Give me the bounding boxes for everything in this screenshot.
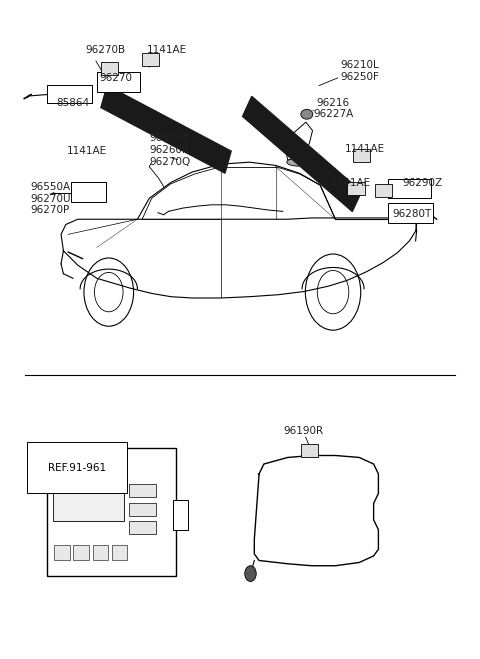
FancyBboxPatch shape xyxy=(53,459,124,521)
Text: REF.91-961: REF.91-961 xyxy=(48,463,106,473)
FancyBboxPatch shape xyxy=(129,503,156,516)
Circle shape xyxy=(245,565,256,581)
Text: 1141AE: 1141AE xyxy=(147,45,187,55)
Text: 96210L: 96210L xyxy=(340,60,379,71)
Polygon shape xyxy=(242,96,361,212)
FancyBboxPatch shape xyxy=(47,447,176,575)
Text: 96216: 96216 xyxy=(316,98,349,107)
Text: 96270P: 96270P xyxy=(30,205,69,215)
Polygon shape xyxy=(101,86,231,173)
Text: 96190R: 96190R xyxy=(283,426,323,436)
Bar xyxy=(101,62,118,75)
FancyBboxPatch shape xyxy=(93,546,108,560)
Ellipse shape xyxy=(287,158,310,166)
FancyBboxPatch shape xyxy=(129,484,156,498)
Text: 1141AE: 1141AE xyxy=(331,178,371,188)
Text: 96250F: 96250F xyxy=(340,72,379,82)
FancyBboxPatch shape xyxy=(112,546,127,560)
Ellipse shape xyxy=(301,109,313,119)
FancyBboxPatch shape xyxy=(97,72,140,92)
FancyBboxPatch shape xyxy=(388,179,431,198)
Text: 96280T: 96280T xyxy=(393,210,432,219)
Bar xyxy=(142,53,159,66)
Text: 1141AE: 1141AE xyxy=(67,146,108,156)
FancyBboxPatch shape xyxy=(47,85,92,103)
FancyBboxPatch shape xyxy=(71,182,107,202)
FancyBboxPatch shape xyxy=(54,546,70,560)
Text: 96260R: 96260R xyxy=(149,145,190,155)
Text: 85864: 85864 xyxy=(56,98,89,107)
Text: 96270Q: 96270Q xyxy=(149,157,191,167)
FancyBboxPatch shape xyxy=(173,500,188,530)
Bar xyxy=(348,182,364,195)
Text: 96270U: 96270U xyxy=(30,194,71,204)
FancyBboxPatch shape xyxy=(129,521,156,534)
Text: 96550A: 96550A xyxy=(30,182,70,192)
Text: 96270: 96270 xyxy=(99,72,132,83)
Text: 96290Z: 96290Z xyxy=(402,178,443,188)
Polygon shape xyxy=(285,122,312,160)
Text: 96227A: 96227A xyxy=(313,109,354,119)
Bar xyxy=(374,184,392,197)
Bar xyxy=(353,149,370,162)
Text: 1141AE: 1141AE xyxy=(345,144,385,154)
Text: 96270B: 96270B xyxy=(85,45,125,55)
FancyBboxPatch shape xyxy=(388,203,433,223)
Bar xyxy=(300,444,318,457)
Text: 96559A: 96559A xyxy=(149,133,190,143)
FancyBboxPatch shape xyxy=(73,546,89,560)
